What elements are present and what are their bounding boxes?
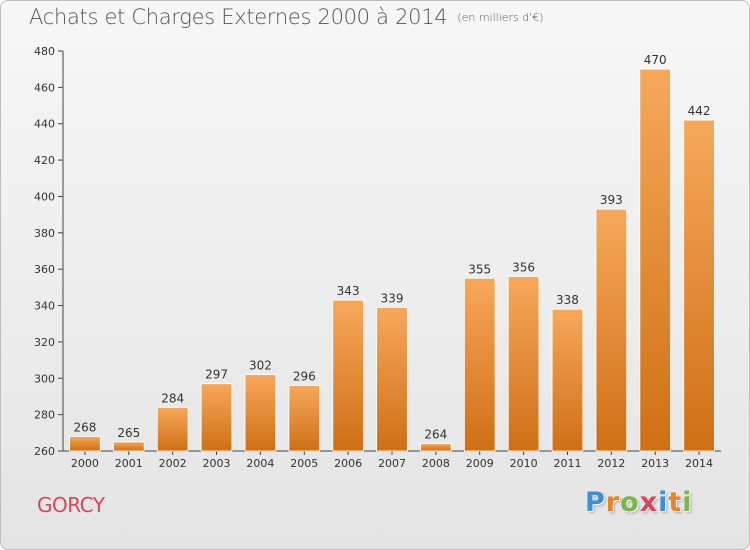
- chart-labels: 2000 268 2001 265 2002 284 2003 297 2004 302 2005 2…: [71, 53, 713, 470]
- bar: [507, 276, 540, 452]
- chart-unit: (en milliers d'€): [457, 11, 544, 24]
- x-tick-label: 2013: [641, 457, 669, 470]
- bar: [551, 308, 584, 452]
- bar: [420, 443, 452, 452]
- logo-letter: t: [668, 487, 683, 518]
- bar-value-label: 338: [556, 293, 579, 307]
- y-tick-label: 300: [34, 372, 55, 385]
- bar-value-label: 442: [688, 104, 711, 118]
- bar: [332, 299, 364, 452]
- chart-title-text: Achats et Charges Externes 2000 à 2014: [29, 5, 448, 29]
- x-tick-label: 2003: [203, 457, 231, 470]
- x-tick-label: 2009: [466, 457, 494, 470]
- bar: [69, 436, 101, 452]
- bar: [288, 385, 321, 452]
- bar-value-label: 339: [381, 291, 404, 305]
- bar-value-label: 284: [161, 391, 184, 405]
- logo-letter: r: [605, 487, 621, 518]
- y-tick-label: 280: [34, 409, 55, 422]
- logo-letter: P: [585, 487, 606, 518]
- bar-value-label: 393: [600, 193, 623, 207]
- y-tick-label: 360: [34, 263, 55, 276]
- bar-value-label: 356: [512, 260, 535, 274]
- proxiti-logo[interactable]: Proxiti: [585, 487, 693, 518]
- city-name: GORCY: [37, 493, 105, 517]
- bar-value-label: 296: [293, 370, 316, 384]
- bar: [200, 383, 233, 452]
- x-tick-label: 2008: [422, 457, 450, 470]
- bar-value-label: 268: [73, 420, 96, 434]
- bar: [639, 68, 671, 452]
- bar-value-label: 265: [117, 426, 140, 440]
- x-tick-label: 2004: [246, 457, 274, 470]
- y-tick-label: 400: [34, 190, 55, 203]
- x-tick-label: 2005: [290, 457, 318, 470]
- bar: [463, 277, 496, 452]
- y-tick-label: 340: [34, 300, 55, 313]
- bar: [244, 374, 277, 452]
- y-tick-label: 420: [34, 154, 55, 167]
- bar-value-label: 355: [468, 262, 491, 276]
- bar: [683, 119, 715, 452]
- bar: [376, 306, 408, 452]
- bar: [595, 208, 628, 452]
- x-tick-label: 2000: [71, 457, 99, 470]
- logo-letter: i: [658, 487, 669, 518]
- chart-axes: 260 280 300 320 340 360 380 400 420 440 460 480: [34, 45, 721, 458]
- bar: [156, 406, 189, 452]
- logo-letter: o: [620, 487, 640, 518]
- x-tick-label: 2001: [115, 457, 143, 470]
- y-tick-label: 480: [34, 45, 55, 58]
- x-tick-label: 2002: [159, 457, 187, 470]
- bar-value-label: 264: [424, 428, 447, 442]
- bar-value-label: 302: [249, 359, 272, 373]
- x-tick-label: 2006: [334, 457, 362, 470]
- bar-value-label: 343: [337, 284, 360, 298]
- bar-value-label: 297: [205, 368, 228, 382]
- chart-bars: [69, 68, 715, 452]
- chart-title: Achats et Charges Externes 2000 à 2014 (e…: [29, 5, 544, 29]
- bar-value-label: 470: [644, 53, 667, 67]
- x-tick-label: 2010: [510, 457, 538, 470]
- x-tick-label: 2007: [378, 457, 406, 470]
- x-tick-label: 2011: [553, 457, 581, 470]
- y-tick-label: 460: [34, 81, 55, 94]
- y-tick-label: 260: [34, 445, 55, 458]
- y-tick-label: 320: [34, 336, 55, 349]
- bar: [113, 441, 145, 452]
- x-tick-label: 2012: [597, 457, 625, 470]
- logo-letter: i: [682, 487, 693, 518]
- y-tick-label: 440: [34, 118, 55, 131]
- x-tick-label: 2014: [685, 457, 713, 470]
- logo-letter: x: [639, 487, 659, 518]
- y-tick-label: 380: [34, 227, 55, 240]
